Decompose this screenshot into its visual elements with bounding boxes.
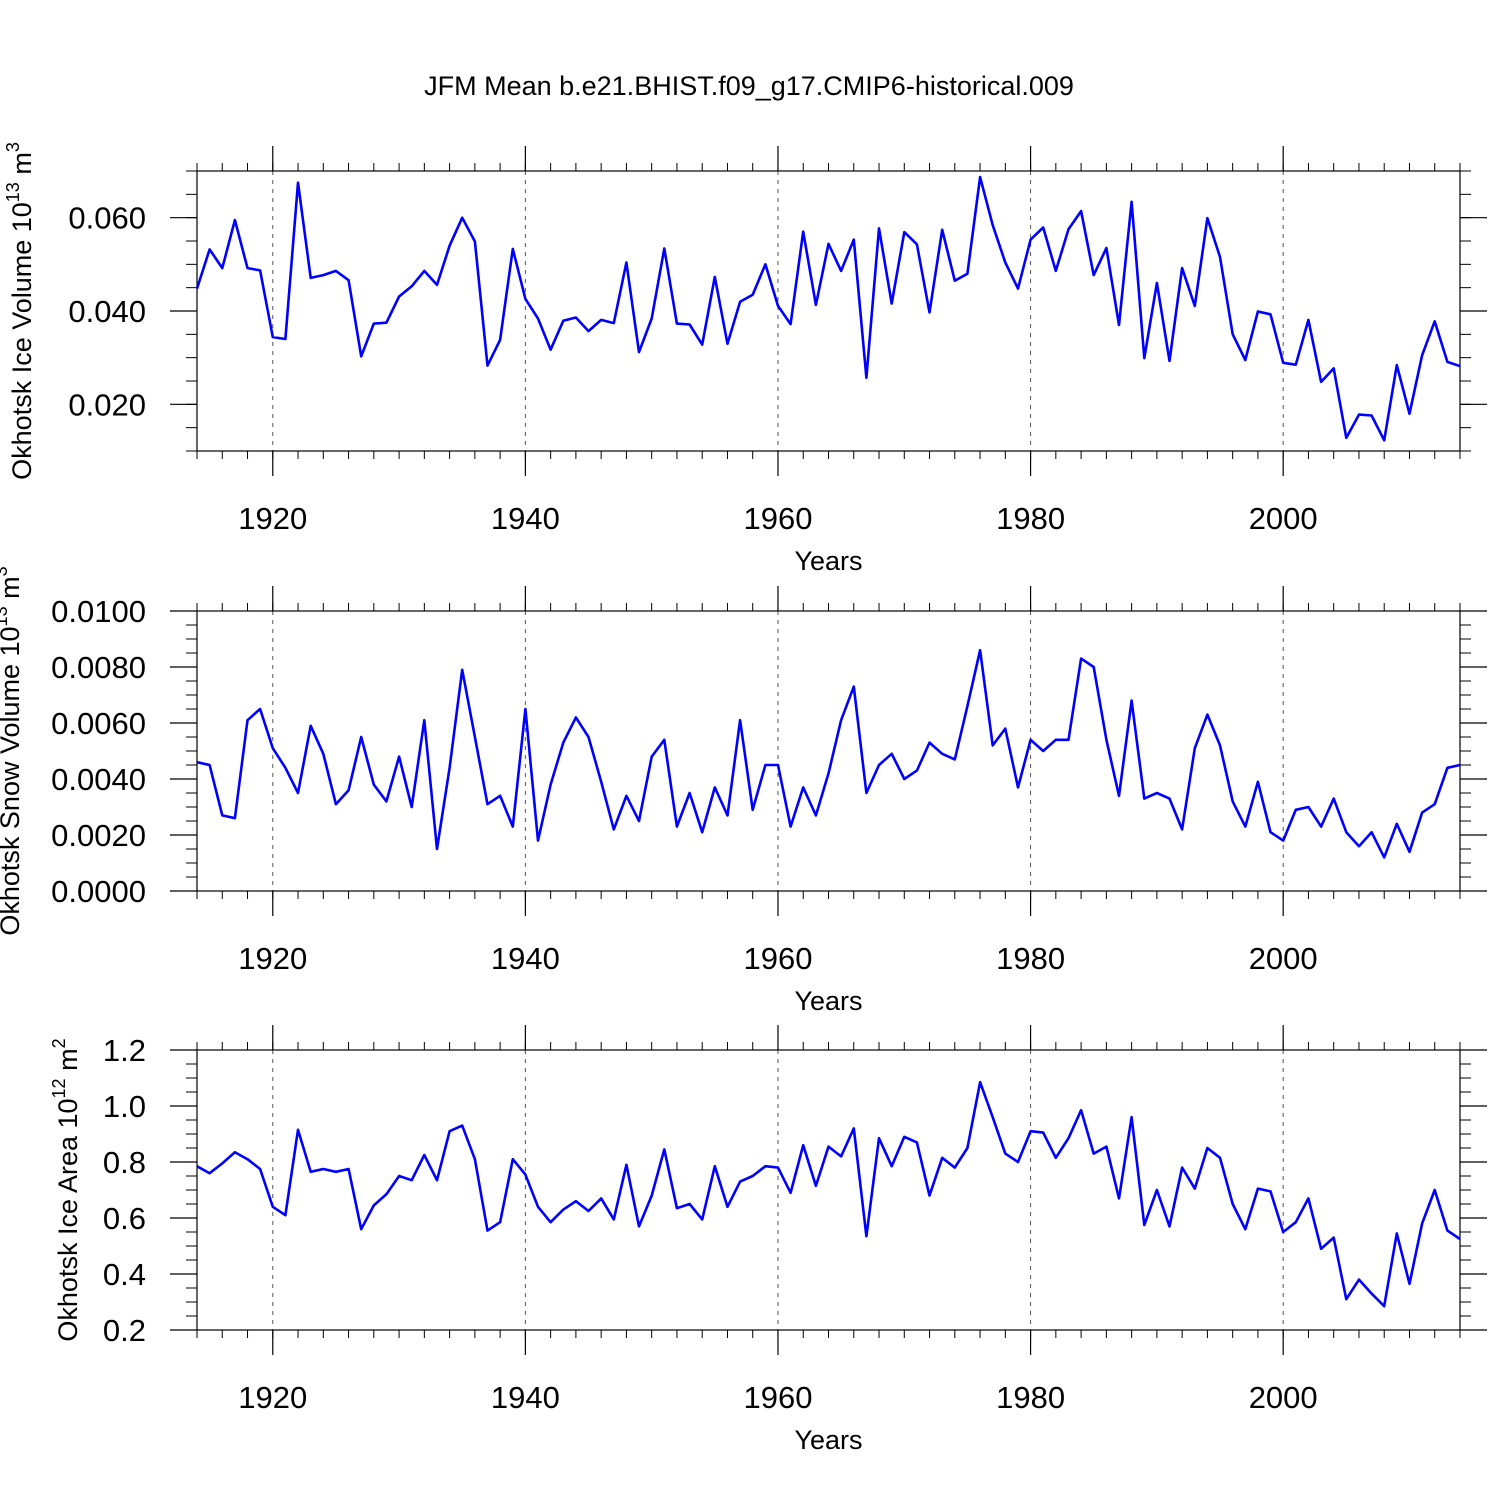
y-axis-title-ylabel-main: Okhotsk Ice Area 10: [53, 1098, 83, 1341]
x-tick-label: 1920: [238, 941, 307, 976]
y-axis-title-ylabel-unit: m: [53, 1048, 83, 1078]
y-tick-label: 0.0020: [51, 818, 146, 853]
x-axis-title: Years: [794, 986, 862, 1016]
y-axis-title: Okhotsk Snow Volume 1013 m3: [0, 566, 25, 935]
y-axis-title-ylabel-unit: m: [0, 576, 25, 606]
y-tick-label: 0.0060: [51, 706, 146, 741]
panel-2: 1920 1940 1960 1980 2000 0.0000 0.0020 0.0040 0.…: [0, 566, 1487, 1016]
y-tick-label: 1.2: [103, 1033, 146, 1068]
y-tick-label: 0.8: [103, 1145, 146, 1180]
y-tick-label: 0.2: [103, 1313, 146, 1348]
y-axis-title-ylabel-exp: 13: [0, 606, 11, 626]
y-tick-label: 0.6: [103, 1201, 146, 1236]
y-axis-title: Okhotsk Ice Area 1012 m2: [49, 1038, 83, 1341]
panel-3: 1920 1940 1960 1980 2000 0.2 0.4 0.6 0.8 1.0 1.2 Ye…: [49, 1025, 1487, 1455]
figure-title: JFM Mean b.e21.BHIST.f09_g17.CMIP6-histo…: [424, 71, 1074, 101]
series-line: [196, 1080, 1461, 1308]
x-tick-label: 2000: [1249, 1380, 1318, 1415]
panel-1: 1920 1940 1960 1980 2000 0.020 0.040 0.060 Years…: [3, 142, 1487, 576]
y-tick-label: 0.040: [68, 294, 146, 329]
y-tick-label: 0.020: [68, 387, 146, 422]
y-tick-label: 0.0040: [51, 762, 146, 797]
y-tick-label: 0.0100: [51, 594, 146, 629]
y-axis-title-ylabel-unit-exp: 3: [3, 142, 23, 152]
y-tick-label: 0.0080: [51, 650, 146, 685]
x-tick-label: 2000: [1249, 501, 1318, 536]
x-tick-label: 1980: [996, 501, 1065, 536]
y-tick-label: 1.0: [103, 1089, 146, 1124]
x-tick-label: 1940: [491, 1380, 560, 1415]
x-tick-label: 1940: [491, 501, 560, 536]
x-tick-label: 1960: [743, 501, 812, 536]
plot-frame: [196, 1049, 1461, 1331]
x-tick-label: 1980: [996, 1380, 1065, 1415]
y-axis-title: Okhotsk Ice Volume 1013 m3: [3, 142, 37, 480]
x-tick-label: 1920: [238, 1380, 307, 1415]
y-axis-title-ylabel-unit-exp: 3: [0, 566, 11, 576]
series-line: [196, 648, 1461, 859]
x-tick-label: 1940: [491, 941, 560, 976]
series-line: [195, 175, 1461, 442]
panels: 1920 1940 1960 1980 2000 0.020 0.040 0.060 Years…: [0, 142, 1487, 1455]
x-axis-title: Years: [794, 1425, 862, 1455]
y-axis-title-ylabel-main: Okhotsk Ice Volume 10: [7, 202, 37, 480]
y-tick-label: 0.0000: [51, 874, 146, 909]
x-tick-label: 2000: [1249, 941, 1318, 976]
x-tick-label: 1920: [238, 501, 307, 536]
y-axis-title-ylabel-unit: m: [7, 152, 37, 182]
plot-frame: [196, 610, 1461, 892]
y-axis-title-ylabel-exp: 12: [49, 1078, 69, 1098]
x-tick-label: 1960: [743, 941, 812, 976]
x-axis-title: Years: [794, 546, 862, 576]
plot-frame: [196, 170, 1461, 452]
x-tick-label: 1980: [996, 941, 1065, 976]
y-tick-label: 0.4: [103, 1257, 146, 1292]
y-tick-label: 0.060: [68, 201, 146, 236]
x-tick-label: 1960: [743, 1380, 812, 1415]
y-axis-title-ylabel-unit-exp: 2: [49, 1038, 69, 1048]
y-axis-title-ylabel-main: Okhotsk Snow Volume 10: [0, 626, 25, 935]
y-axis-title-ylabel-exp: 13: [3, 182, 23, 202]
